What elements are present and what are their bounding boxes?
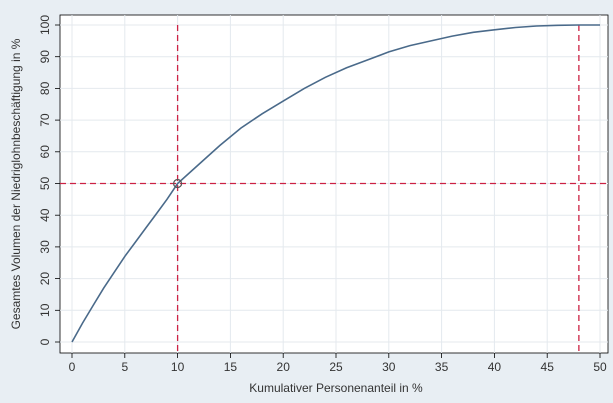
- series-lines: [71, 24, 600, 343]
- y-axis-label: Gesamtes Volumen der Niedriglohnbeschäft…: [9, 38, 23, 329]
- y-tick-label: 0: [38, 338, 52, 345]
- highlight-markers: [173, 178, 183, 189]
- x-tick-label: 25: [329, 360, 343, 374]
- y-tick-label: 50: [38, 177, 52, 191]
- y-tick-label: 100: [38, 15, 52, 35]
- x-axis-label: Kumulativer Personenanteil in %: [249, 381, 423, 395]
- x-tick-label: 20: [277, 360, 291, 374]
- cumulative-curve: [71, 24, 600, 343]
- x-tick-label: 15: [224, 360, 238, 374]
- x-tick-label: 5: [121, 360, 128, 374]
- y-tick-label: 10: [38, 303, 52, 317]
- reference-lines: [60, 25, 608, 353]
- y-tick-label: 30: [38, 240, 52, 254]
- y-tick-label: 90: [38, 50, 52, 64]
- x-tick-label: 0: [69, 360, 76, 374]
- y-tick-label: 40: [38, 208, 52, 222]
- grid-lines: [60, 15, 608, 353]
- y-tick-label: 60: [38, 145, 52, 159]
- intersection-marker: [173, 178, 183, 189]
- x-tick-label: 40: [488, 360, 502, 374]
- y-tick-label: 80: [38, 81, 52, 95]
- y-axis-ticks: 0 10 20 30 40 50 60 70 80 90 100: [38, 15, 60, 345]
- y-tick-label: 70: [38, 113, 52, 127]
- x-axis-ticks: 0 5 10 15 20 25 30 35 40 45 50: [69, 353, 607, 374]
- x-tick-label: 10: [171, 360, 185, 374]
- y-tick-label: 20: [38, 272, 52, 286]
- x-tick-label: 30: [382, 360, 396, 374]
- x-tick-label: 35: [435, 360, 449, 374]
- x-tick-label: 50: [593, 360, 607, 374]
- x-tick-label: 45: [541, 360, 555, 374]
